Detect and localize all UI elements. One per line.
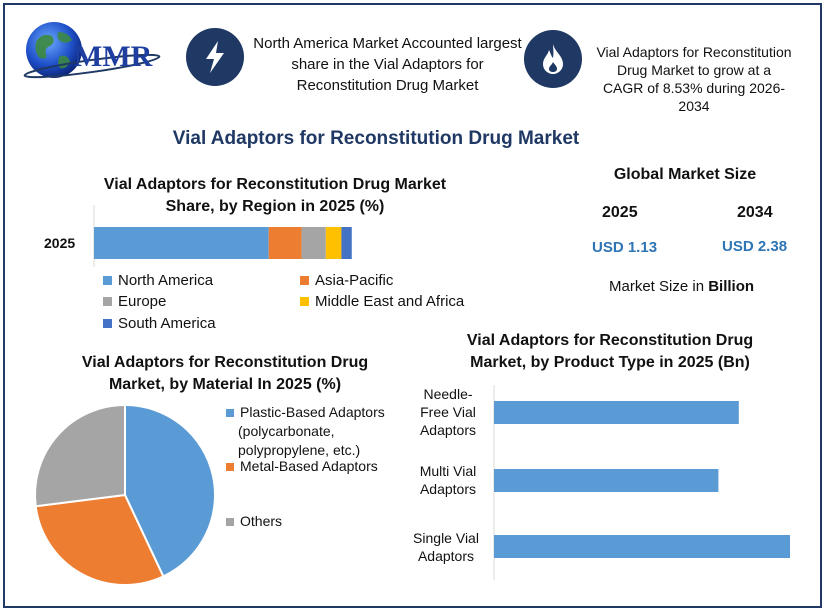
legend-swatch: [300, 276, 309, 285]
header-left-text: North America Market Accounted largest s…: [253, 35, 522, 94]
market-value-2025: USD 1.13: [592, 239, 658, 256]
region-category-label: 2025: [44, 235, 75, 251]
market-size-title: Global Market Size: [613, 166, 757, 183]
legend-swatch: [226, 518, 234, 526]
region-chart-title-line1: Vial Adaptors for Reconstitution Drug Ma…: [103, 176, 447, 193]
product-chart-title-line2: Market, by Product Type in 2025 (Bn): [470, 354, 750, 371]
region-bar-asia-pacific: [268, 227, 302, 259]
region-bar-middle-east-and-africa: [325, 227, 342, 259]
region-bar-north-america: [94, 227, 269, 259]
legend-swatch: [226, 463, 234, 471]
product-bar-single-vial: [494, 535, 790, 558]
market-size-note-unit: Billion: [708, 278, 755, 295]
legend-swatch: [300, 297, 309, 306]
region-stacked-bar-chart: 2025: [44, 205, 352, 267]
product-chart-title-line1: Vial Adaptors for Reconstitution Drug: [466, 332, 754, 349]
svg-text:MMR: MMR: [74, 40, 153, 73]
pie-legend-others: Others: [226, 512, 282, 531]
market-year-2034: 2034: [737, 204, 773, 221]
pie-legend-metal: Metal-Based Adaptors: [226, 457, 378, 476]
material-pie-chart: [34, 403, 216, 586]
pie-legend-plastic: Plastic-Based Adaptors (polycarbonate, p…: [226, 403, 385, 460]
region-bar-south-america: [341, 227, 352, 259]
material-chart-title: Vial Adaptors for Reconstitution Drug Ma…: [40, 352, 410, 396]
product-label-single-vial: Single Vial Adaptors: [413, 530, 479, 564]
market-year-2025: 2025: [602, 204, 638, 221]
lightning-icon: [186, 28, 244, 86]
pie-slice-others: [34, 403, 126, 508]
main-title: Vial Adaptors for Reconstitution Drug Ma…: [172, 128, 580, 149]
legend-swatch: [103, 319, 112, 328]
pie-slice-plastic: [124, 403, 216, 578]
legend-asia-pacific: Asia-Pacific: [300, 272, 393, 289]
region-chart-title: Vial Adaptors for Reconstitution Drug Ma…: [80, 174, 470, 218]
flame-icon: [524, 30, 582, 88]
pie-slice-metal: [34, 493, 165, 586]
material-chart-title-line2: Market, by Material In 2025 (%): [108, 376, 342, 393]
legend-europe: Europe: [103, 293, 166, 310]
material-chart-title-line1: Vial Adaptors for Reconstitution Drug: [81, 354, 369, 371]
legend-south-america: South America: [103, 315, 216, 332]
market-size-note: Market Size in Billion: [609, 278, 754, 295]
market-size-note-prefix: Market Size in: [609, 278, 705, 295]
product-chart-title: Vial Adaptors for Reconstitution Drug Ma…: [430, 330, 790, 374]
legend-middle-east-africa: Middle East and Africa: [300, 293, 464, 310]
legend-swatch: [226, 409, 234, 417]
product-label-needle-free: Needle- Free Vial Adaptors: [419, 386, 477, 438]
legend-swatch: [103, 276, 112, 285]
product-bar-needle-free: [494, 401, 739, 424]
legend-north-america: North America: [103, 272, 213, 289]
region-chart-title-line2: Share, by Region in 2025 (%): [165, 198, 385, 215]
page-frame: [3, 3, 822, 608]
header-right-text: Vial Adaptors for Reconstitution Drug Ma…: [596, 44, 792, 114]
product-bar-multi-vial: [494, 469, 719, 492]
mmr-logo: MMR: [23, 22, 161, 79]
market-value-2034: USD 2.38: [722, 238, 788, 255]
product-bar-chart: [493, 385, 790, 580]
product-label-multi-vial: Multi Vial Adaptors: [419, 463, 477, 497]
region-bar-europe: [301, 227, 326, 259]
legend-swatch: [103, 297, 112, 306]
